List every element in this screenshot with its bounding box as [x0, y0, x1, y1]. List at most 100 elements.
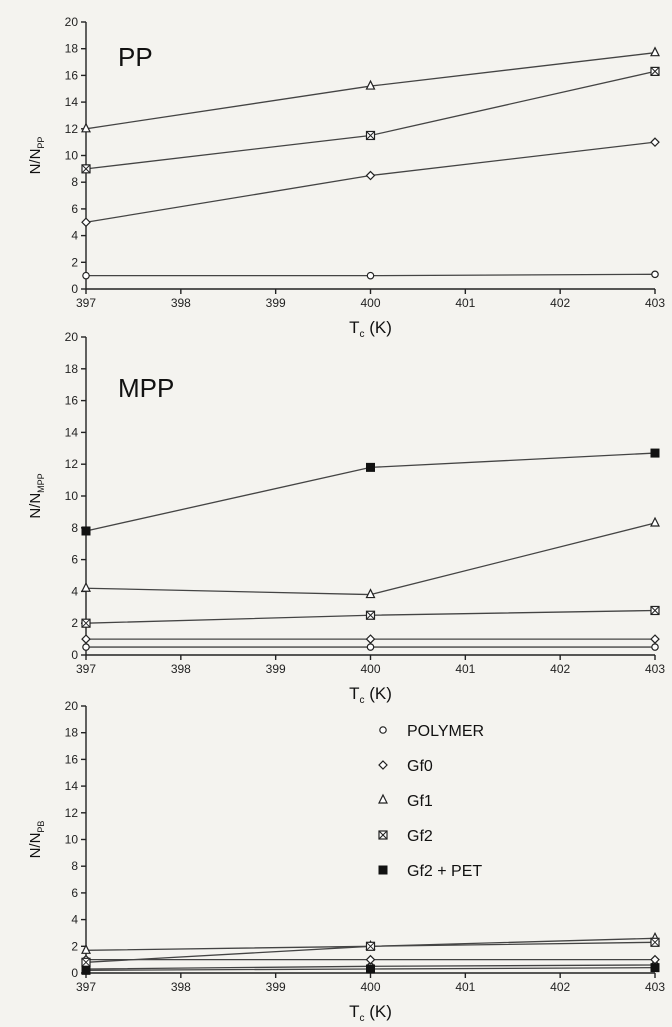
x-axis-title: Tc (K)	[349, 684, 392, 706]
x-axis-title-unit: (K)	[365, 1002, 392, 1021]
y-tick-label: 4	[71, 584, 78, 598]
x-tick-label: 397	[76, 296, 96, 310]
data-point	[650, 516, 660, 527]
x-tick-label: 397	[76, 980, 96, 994]
y-axis-title-main: N/N	[27, 149, 44, 175]
series-gf1	[81, 516, 660, 599]
legend-marker-gf0	[378, 760, 388, 770]
y-axis-title-main: N/N	[27, 493, 44, 519]
x-axis-title-main: T	[349, 684, 359, 703]
series-gf2	[81, 605, 660, 628]
x-tick-label: 403	[645, 296, 665, 310]
x-axis-title-main: T	[349, 1002, 359, 1021]
x-axis-title-sub: c	[360, 695, 365, 706]
data-point-cross-b	[81, 957, 91, 967]
data-point-cross-b	[650, 606, 660, 615]
x-tick-label: 403	[645, 980, 665, 994]
y-tick-label: 6	[71, 202, 78, 216]
data-point-cross-b	[650, 937, 660, 947]
data-point	[650, 634, 660, 644]
series-polymer	[82, 270, 659, 280]
x-axis-title: Tc (K)	[349, 318, 392, 340]
y-tick-label: 10	[65, 833, 79, 847]
y-tick-label: 14	[65, 779, 79, 793]
data-point-cross-b	[366, 131, 375, 140]
y-axis-title: N/NMPP	[27, 473, 46, 518]
data-point	[365, 79, 376, 90]
x-tick-label: 401	[455, 980, 475, 994]
x-tick-label: 400	[360, 296, 380, 310]
data-point	[366, 964, 375, 974]
data-point	[651, 270, 659, 279]
y-tick-label: 16	[65, 68, 79, 82]
y-tick-label: 16	[65, 752, 79, 766]
y-tick-label: 20	[65, 699, 79, 713]
x-tick-label: 399	[266, 296, 286, 310]
data-point	[650, 66, 660, 76]
data-point	[81, 581, 91, 592]
legend-marker-gf1	[378, 793, 388, 804]
data-point-cross-b	[366, 610, 375, 620]
y-tick-label: 14	[65, 425, 79, 439]
data-point-cross-b	[650, 67, 660, 76]
x-tick-label: 402	[550, 662, 570, 676]
x-axis-title-main: T	[349, 318, 359, 337]
x-tick-label: 403	[645, 662, 665, 676]
data-point	[365, 588, 376, 599]
data-point	[81, 634, 91, 644]
data-point	[81, 164, 91, 174]
y-tick-label: 6	[71, 553, 78, 567]
data-point	[365, 954, 376, 965]
y-tick-label: 12	[65, 122, 79, 136]
x-tick-label: 398	[171, 662, 191, 676]
series-gf2	[81, 937, 660, 967]
legend-label-gf1: Gf1	[407, 793, 433, 810]
series-gf2	[81, 66, 660, 174]
data-point	[365, 941, 376, 951]
data-point	[651, 643, 659, 651]
data-point	[366, 643, 375, 651]
panel-title: PP	[118, 42, 153, 72]
y-tick-label: 12	[65, 457, 79, 471]
series-gf2-pet	[81, 963, 660, 975]
y-tick-label: 18	[65, 726, 79, 740]
y-tick-label: 0	[71, 282, 78, 296]
x-tick-label: 397	[76, 662, 96, 676]
data-point	[82, 271, 90, 280]
legend-marker-polymer	[379, 726, 387, 734]
y-axis-title-main: N/N	[27, 833, 44, 859]
legend-label-gf0: Gf0	[407, 758, 433, 775]
legend-label-polymer: POLYMER	[407, 723, 484, 740]
legend-marker-gf2-cross-b	[378, 830, 388, 840]
data-point	[81, 618, 91, 628]
series-line	[85, 141, 656, 223]
x-axis-title: Tc (K)	[349, 1002, 392, 1024]
y-axis-title: N/NPB	[27, 821, 46, 859]
y-tick-label: 0	[71, 648, 78, 662]
legend-marker-gf2	[378, 830, 388, 840]
x-tick-label: 401	[455, 662, 475, 676]
x-tick-label: 400	[360, 980, 380, 994]
chart-panel-3: 0 2 4 6 8 10 12 14 16 18 20 397 398 399 400 401 402 403 Tc…	[27, 699, 665, 1024]
chart-panel-1: 0 2 4 6 8 10 12 14 16 18 20 397 398 399 400 401 402 403 Tc…	[27, 15, 665, 340]
series-gf1	[81, 46, 660, 133]
x-axis-title-sub: c	[360, 329, 365, 340]
y-axis-title-sub: PB	[36, 821, 46, 833]
data-point	[366, 271, 375, 280]
data-point	[81, 943, 91, 954]
y-tick-label: 8	[71, 521, 78, 535]
x-tick-label: 402	[550, 296, 570, 310]
y-tick-label: 6	[71, 886, 78, 900]
y-tick-label: 16	[65, 394, 79, 408]
data-point-cross-b	[366, 941, 375, 951]
data-point	[81, 957, 91, 967]
data-point	[82, 643, 90, 651]
y-tick-label: 10	[65, 149, 79, 163]
data-point	[366, 462, 375, 472]
series-gf0	[81, 137, 660, 228]
series-gf0	[81, 634, 660, 644]
data-point	[81, 122, 91, 133]
chart-panel-2: 0 2 4 6 8 10 12 14 16 18 20 397 398 399 400 401 402 403 Tc…	[27, 330, 665, 706]
y-tick-label: 2	[71, 616, 78, 630]
